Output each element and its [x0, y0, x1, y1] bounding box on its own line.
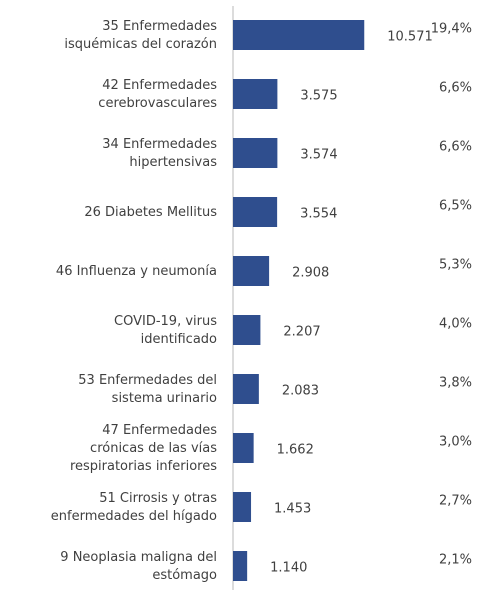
category-label-line: 46 Influenza y neumonía — [56, 264, 217, 279]
category-label-line: cerebrovasculares — [98, 96, 217, 111]
category-label-line: 9 Neoplasia maligna del — [60, 550, 217, 565]
percent-label: 2,1% — [439, 553, 472, 568]
value-label: 2.207 — [283, 325, 320, 340]
category-label: 46 Influenza y neumonía — [56, 264, 217, 279]
category-label: 53 Enfermedades del sistema urinario — [78, 373, 217, 406]
category-label: COVID-19, virus identificado — [114, 314, 217, 347]
value-label: 2.083 — [282, 384, 319, 399]
value-label: 3.574 — [300, 148, 337, 163]
value-label: 1.453 — [274, 502, 311, 517]
category-label-line: 35 Enfermedades — [102, 19, 217, 34]
category-label: 9 Neoplasia maligna del estómago — [60, 550, 217, 583]
percent-label: 5,3% — [439, 258, 472, 273]
value-label: 3.554 — [300, 207, 337, 222]
bar — [233, 256, 270, 286]
category-label-line: 42 Enfermedades — [102, 78, 217, 93]
percent-label: 3,0% — [439, 435, 472, 450]
category-label-line: sistema urinario — [112, 391, 217, 406]
bar — [233, 138, 278, 168]
bar — [233, 20, 365, 50]
value-label: 10.571 — [387, 30, 433, 45]
category-label-line: identificado — [141, 332, 217, 347]
category-label: 51 Cirrosis y otras enfermedades del híga… — [51, 491, 217, 524]
category-label: 42 Enfermedades cerebrovasculares — [98, 78, 217, 111]
value-label: 1.140 — [270, 561, 307, 576]
bar — [233, 315, 261, 345]
percent-label: 2,7% — [439, 494, 472, 509]
category-label-line: crónicas de las vías — [90, 441, 217, 456]
percent-label: 4,0% — [439, 317, 472, 332]
bar — [233, 551, 248, 581]
category-label-line: 53 Enfermedades del — [78, 373, 217, 388]
category-label: 34 Enfermedades hipertensivas — [102, 137, 217, 170]
percent-label: 19,4% — [431, 22, 472, 37]
percent-label: 6,5% — [439, 199, 472, 214]
bar — [233, 433, 254, 463]
category-label-line: estómago — [152, 568, 217, 583]
percent-label: 6,6% — [439, 140, 472, 155]
category-label-line: respiratorias inferiores — [70, 459, 217, 474]
value-label: 3.575 — [300, 89, 337, 104]
value-label: 2.908 — [292, 266, 329, 281]
category-label-line: 26 Diabetes Mellitus — [84, 205, 217, 220]
bar — [233, 197, 278, 227]
category-label-line: enfermedades del hígado — [51, 509, 217, 524]
category-label-line: hipertensivas — [129, 155, 217, 170]
category-label-line: 34 Enfermedades — [102, 137, 217, 152]
category-label-line: 51 Cirrosis y otras — [99, 491, 217, 506]
bar — [233, 79, 278, 109]
percent-label: 6,6% — [439, 81, 472, 96]
category-label-line: COVID-19, virus — [114, 314, 217, 329]
category-label: 35 Enfermedades isquémicas del corazón — [64, 19, 217, 52]
bar — [233, 374, 259, 404]
category-label-line: 47 Enfermedades — [102, 423, 217, 438]
category-label-line: isquémicas del corazón — [64, 37, 217, 52]
percent-label: 3,8% — [439, 376, 472, 391]
category-label: 26 Diabetes Mellitus — [84, 205, 217, 220]
category-label: 47 Enfermedades crónicas de las vías respi… — [70, 423, 217, 474]
bar — [233, 492, 252, 522]
value-label: 1.662 — [277, 443, 314, 458]
